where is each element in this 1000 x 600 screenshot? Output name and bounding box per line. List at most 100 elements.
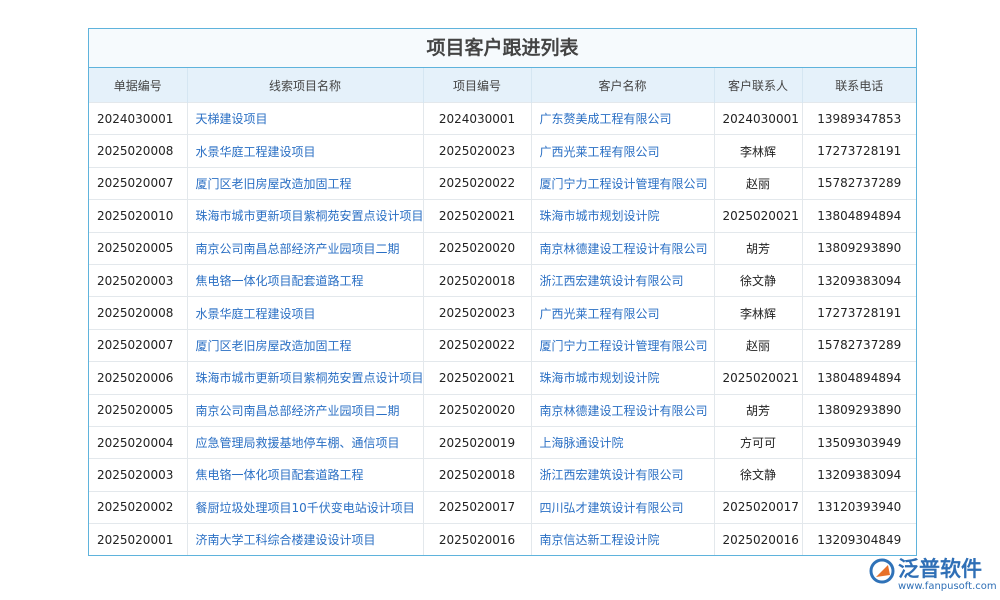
table-cell: 13509303949 [802, 425, 916, 459]
table-cell: 2025020008 [89, 134, 188, 168]
table-cell: 珠海市城市更新项目紫桐苑安置点设计项目 [187, 199, 424, 233]
table-row: 2025020007 厦门区老旧房屋改造加固工程 2025020022 厦门宁力工程设… [89, 328, 916, 362]
table-cell: 应急管理局救援基地停车棚、通信项目 [187, 425, 424, 459]
column-header: 项目编号 [423, 68, 532, 103]
table-cell: 四川弘才建筑设计有限公司 [531, 490, 715, 524]
table-row: 2025020005 南京公司南昌总部经济产业园项目二期 2025020020 南京林… [89, 231, 916, 265]
table-cell: 珠海市城市规划设计院 [531, 199, 715, 233]
table-cell: 13809293890 [802, 231, 916, 265]
column-header: 单据编号 [89, 68, 188, 103]
table-cell: 广西光莱工程有限公司 [531, 296, 715, 330]
table-cell: 厦门宁力工程设计管理有限公司 [531, 328, 715, 362]
table-cell: 17273728191 [802, 134, 916, 168]
table-cell: 2025020007 [89, 328, 188, 362]
table-cell: 2025020021 [423, 361, 532, 395]
table-cell: 13989347853 [802, 101, 916, 135]
logo: 泛普软件 www.fanpusoft.com [868, 553, 997, 597]
table-cell: 焦电铬一体化项目配套道路工程 [187, 458, 424, 492]
table-cell: 上海脉通设计院 [531, 425, 715, 459]
table-row: 2025020003 焦电铬一体化项目配套道路工程 2025020018 浙江西宏建筑… [89, 263, 916, 297]
logo-icon [869, 558, 895, 584]
table-cell: 赵丽 [714, 166, 803, 200]
table-row: 2025020005 南京公司南昌总部经济产业园项目二期 2025020020 南京林… [89, 393, 916, 427]
table-cell: 李林辉 [714, 134, 803, 168]
table-row: 2025020008 水景华庭工程建设项目 2025020023 广西光莱工程有限公司… [89, 134, 916, 168]
table-cell: 15782737289 [802, 166, 916, 200]
table-cell: 胡芳 [714, 231, 803, 265]
table-cell: 2025020008 [89, 296, 188, 330]
table-cell: 珠海市城市更新项目紫桐苑安置点设计项目 [187, 361, 424, 395]
table-cell: 2025020021 [714, 361, 803, 395]
table-row: 2025020010 珠海市城市更新项目紫桐苑安置点设计项目 2025020021 珠… [89, 199, 916, 233]
table-cell: 2025020020 [423, 231, 532, 265]
table-cell: 2025020023 [423, 296, 532, 330]
table-cell: 浙江西宏建筑设计有限公司 [531, 458, 715, 492]
table-cell: 南京林德建设工程设计有限公司 [531, 231, 715, 265]
table-cell: 南京公司南昌总部经济产业园项目二期 [187, 231, 424, 265]
table-cell: 2025020022 [423, 166, 532, 200]
table-cell: 2024030001 [89, 101, 188, 135]
table-cell: 赵丽 [714, 328, 803, 362]
table-cell: 2025020018 [423, 263, 532, 297]
table-cell: 13120393940 [802, 490, 916, 524]
table-cell: 浙江西宏建筑设计有限公司 [531, 263, 715, 297]
table-cell: 2025020016 [714, 523, 803, 556]
table-row: 2025020006 珠海市城市更新项目紫桐苑安置点设计项目 2025020021 珠… [89, 361, 916, 395]
table-cell: 南京公司南昌总部经济产业园项目二期 [187, 393, 424, 427]
table-cell: 2025020002 [89, 490, 188, 524]
table-cell: 李林辉 [714, 296, 803, 330]
table-cell: 餐厨垃圾处理项目10千伏变电站设计项目 [187, 490, 424, 524]
table-row: 2024030001 天梯建设项目 2024030001 广东赘美成工程有限公司 202… [89, 101, 916, 135]
table-cell: 南京林德建设工程设计有限公司 [531, 393, 715, 427]
table-panel: 项目客户跟进列表 单据编号 线索项目名称 项目编号 客户名称 客户联系人 联系电话 202… [88, 28, 917, 557]
table-cell: 2025020003 [89, 458, 188, 492]
table-cell: 2025020016 [423, 523, 532, 556]
table-cell: 2025020017 [714, 490, 803, 524]
table-cell: 焦电铬一体化项目配套道路工程 [187, 263, 424, 297]
table-cell: 15782737289 [802, 328, 916, 362]
table-cell: 2025020004 [89, 425, 188, 459]
table-row: 2025020004 应急管理局救援基地停车棚、通信项目 2025020019 上海脉… [89, 425, 916, 459]
table-row: 2025020003 焦电铬一体化项目配套道路工程 2025020018 浙江西宏建筑… [89, 458, 916, 492]
table-row: 2025020001 济南大学工科综合楼建设设计项目 2025020016 南京信达新… [89, 523, 916, 556]
table-body: 2024030001 天梯建设项目 2024030001 广东赘美成工程有限公司 202… [89, 101, 916, 556]
table-cell: 2025020006 [89, 361, 188, 395]
column-header: 客户名称 [531, 68, 715, 103]
table-cell: 2025020019 [423, 425, 532, 459]
logo-name: 泛普软件 [898, 557, 982, 581]
table-cell: 2025020022 [423, 328, 532, 362]
table-title: 项目客户跟进列表 [89, 29, 916, 68]
column-header: 客户联系人 [714, 68, 803, 103]
table-row: 2025020007 厦门区老旧房屋改造加固工程 2025020022 厦门宁力工程设… [89, 166, 916, 200]
table-cell: 2025020005 [89, 231, 188, 265]
table-cell: 13804894894 [802, 199, 916, 233]
table-cell: 广西光莱工程有限公司 [531, 134, 715, 168]
table-cell: 13209383094 [802, 263, 916, 297]
column-header: 联系电话 [802, 68, 916, 103]
table-cell: 2024030001 [714, 101, 803, 135]
table-cell: 厦门区老旧房屋改造加固工程 [187, 328, 424, 362]
table-cell: 胡芳 [714, 393, 803, 427]
column-header: 线索项目名称 [187, 68, 424, 103]
table-cell: 13809293890 [802, 393, 916, 427]
table-cell: 珠海市城市规划设计院 [531, 361, 715, 395]
table-cell: 徐文静 [714, 458, 803, 492]
table-cell: 2025020001 [89, 523, 188, 556]
table-cell: 2025020003 [89, 263, 188, 297]
table-cell: 广东赘美成工程有限公司 [531, 101, 715, 135]
table-cell: 2025020018 [423, 458, 532, 492]
table-cell: 厦门宁力工程设计管理有限公司 [531, 166, 715, 200]
table-cell: 2025020020 [423, 393, 532, 427]
table-cell: 2024030001 [423, 101, 532, 135]
table-cell: 13209304849 [802, 523, 916, 556]
table-cell: 方可可 [714, 425, 803, 459]
table-cell: 南京信达新工程设计院 [531, 523, 715, 556]
logo-url: www.fanpusoft.com [898, 581, 997, 592]
table-cell: 厦门区老旧房屋改造加固工程 [187, 166, 424, 200]
table-cell: 2025020021 [423, 199, 532, 233]
table-cell: 2025020010 [89, 199, 188, 233]
table-cell: 13804894894 [802, 361, 916, 395]
table-cell: 徐文静 [714, 263, 803, 297]
table-cell: 2025020017 [423, 490, 532, 524]
